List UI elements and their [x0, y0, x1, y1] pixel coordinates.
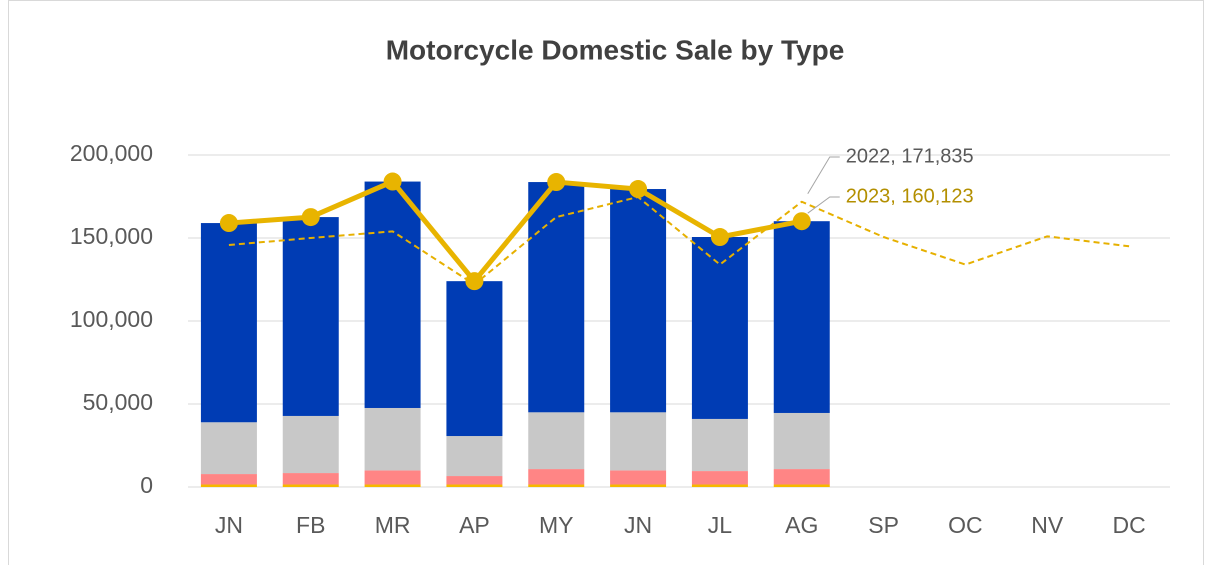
- bar-segment: [528, 469, 585, 485]
- y-tick-label: 150,000: [70, 223, 153, 249]
- x-tick-label: MR: [375, 512, 411, 538]
- line-marker: [219, 214, 238, 233]
- data-label: 2023, 160,123: [846, 185, 974, 207]
- bar-segment: [610, 470, 667, 485]
- bar-segment: [282, 473, 339, 485]
- bar-segment: [691, 471, 748, 485]
- bar-segment: [610, 484, 667, 487]
- bar-segment: [773, 221, 830, 413]
- x-tick-label: AG: [785, 512, 818, 538]
- y-tick-label: 50,000: [83, 389, 153, 415]
- bar-segment: [446, 436, 503, 477]
- bar-segment: [282, 484, 339, 487]
- bar-segment: [446, 476, 503, 485]
- line-marker: [547, 173, 566, 192]
- bar-segment: [610, 189, 667, 413]
- line-marker: [465, 272, 484, 291]
- bar-segment: [773, 412, 830, 470]
- line-marker: [792, 212, 811, 231]
- bar-segment: [364, 484, 421, 487]
- bar-segment: [282, 415, 339, 474]
- leader-line: [807, 196, 840, 214]
- bar-segment: [200, 474, 257, 485]
- bar-segment: [691, 237, 748, 419]
- bar-segment: [773, 484, 830, 487]
- bar-segment: [773, 469, 830, 485]
- leader-line: [807, 156, 840, 195]
- x-tick-label: OC: [948, 512, 983, 538]
- chart-title: Motorcycle Domestic Sale by Type: [386, 34, 845, 65]
- bar-segment: [691, 418, 748, 472]
- line-marker: [301, 208, 320, 227]
- y-tick-label: 0: [140, 472, 153, 498]
- bar-segment: [200, 223, 257, 423]
- line-marker: [383, 172, 402, 191]
- data-label: 2022, 171,835: [846, 145, 974, 167]
- x-tick-label: JN: [624, 512, 652, 538]
- line-series: [228, 179, 803, 284]
- y-tick-label: 200,000: [70, 140, 153, 166]
- bar-segment: [200, 484, 257, 487]
- x-tick-label: MY: [539, 512, 574, 538]
- bar-segment: [364, 407, 421, 471]
- bar-segment: [528, 484, 585, 487]
- line-marker: [710, 228, 729, 247]
- bar-segment: [282, 217, 339, 416]
- x-tick-label: SP: [868, 512, 899, 538]
- bar-segment: [446, 281, 503, 437]
- y-tick-label: 100,000: [70, 306, 153, 332]
- x-tick-label: NV: [1031, 512, 1064, 538]
- bar-segment: [200, 422, 257, 475]
- x-tick-label: JN: [215, 512, 243, 538]
- x-tick-label: FB: [296, 512, 325, 538]
- chart-border: [8, 0, 1204, 565]
- x-tick-label: AP: [459, 512, 490, 538]
- x-tick-label: JL: [708, 512, 733, 538]
- line-series: [228, 195, 1130, 286]
- x-tick-label: DC: [1112, 512, 1145, 538]
- bar-segment: [610, 412, 667, 471]
- bar-segment: [364, 470, 421, 485]
- bar-segment: [528, 182, 585, 413]
- line-marker: [629, 180, 648, 199]
- bar-segment: [446, 484, 503, 487]
- bar-segment: [528, 412, 585, 470]
- bar-segment: [691, 484, 748, 487]
- bar-segment: [364, 181, 421, 408]
